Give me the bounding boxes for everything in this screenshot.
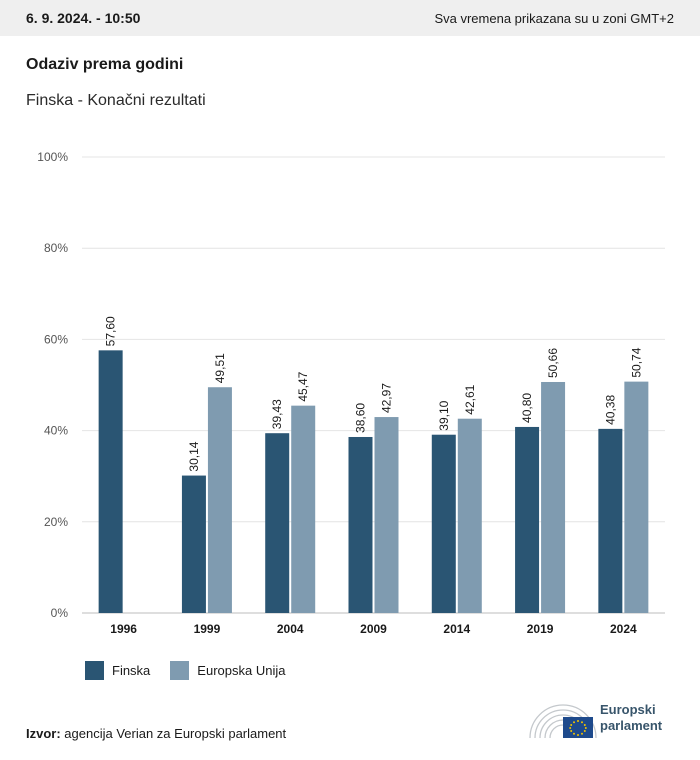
- top-bar: 6. 9. 2024. - 10:50 Sva vremena prikazan…: [0, 0, 700, 36]
- y-tick-label: 80%: [44, 241, 68, 255]
- bar-eu-2019: [541, 381, 566, 613]
- data-label: 57,60: [104, 316, 118, 346]
- source-text: agencija Verian za Europski parlament: [64, 726, 287, 741]
- logo-text: Europski parlament: [600, 702, 662, 734]
- bar-finska-2009: [348, 436, 373, 613]
- data-label: 40,80: [520, 393, 534, 423]
- x-tick-label: 2019: [527, 622, 554, 636]
- y-tick-label: 40%: [44, 424, 68, 438]
- data-label: 30,14: [187, 441, 201, 471]
- data-label: 49,51: [213, 353, 227, 383]
- bar-eu-2024: [624, 381, 649, 613]
- logo-line-1: Europski: [600, 702, 656, 717]
- chart-subtitle: Finska - Konačni rezultati: [26, 92, 206, 109]
- y-tick-label: 60%: [44, 332, 68, 346]
- data-label: 50,66: [546, 348, 560, 378]
- x-tick-label: 2004: [277, 622, 304, 636]
- chart-title: Odaziv prema godini: [26, 56, 184, 73]
- y-tick-label: 100%: [37, 150, 68, 164]
- legend: Finska Europska Unija: [85, 661, 305, 680]
- bar-finska-2019: [515, 426, 540, 613]
- x-tick-label: 2014: [443, 622, 470, 636]
- data-label: 45,47: [296, 371, 310, 401]
- data-label: 42,61: [463, 384, 477, 414]
- timezone-note: Sva vremena prikazana su u zoni GMT+2: [434, 10, 674, 26]
- bar-finska-1999: [181, 475, 206, 613]
- source-label: Izvor:: [26, 726, 61, 741]
- bar-finska-1996: [98, 350, 123, 613]
- data-label: 39,43: [270, 399, 284, 429]
- bar-finska-2004: [265, 433, 290, 613]
- legend-swatch-eu: [170, 661, 190, 680]
- y-tick-label: 0%: [51, 606, 69, 620]
- bar-eu-2009: [374, 417, 399, 613]
- y-tick-label: 20%: [44, 515, 68, 529]
- turnout-bar-chart: 0% 20% 40% 60% 80% 100% 57,60 1996 30,14 49,51 199…: [37, 150, 665, 636]
- x-tick-label: 2024: [610, 622, 637, 636]
- data-label: 39,10: [437, 400, 451, 430]
- parliament-hemicycle-icon: [529, 704, 597, 739]
- legend-item-eu: Europska Unija: [170, 661, 285, 680]
- bar-finska-2024: [598, 428, 623, 613]
- legend-item-finska: Finska: [85, 661, 150, 680]
- x-tick-label: 1999: [194, 622, 221, 636]
- date-time: 6. 9. 2024. - 10:50: [26, 10, 141, 26]
- bar-eu-2004: [291, 405, 316, 613]
- legend-label-eu: Europska Unija: [197, 663, 286, 678]
- x-tick-label: 2009: [360, 622, 387, 636]
- european-parliament-logo: Europski parlament: [528, 700, 678, 742]
- data-label: 38,60: [354, 403, 368, 433]
- legend-label-finska: Finska: [112, 663, 151, 678]
- source-note: Izvor: agencija Verian za Europski parla…: [26, 726, 286, 741]
- logo-line-2: parlament: [600, 718, 663, 733]
- bar-finska-2014: [431, 434, 456, 613]
- legend-swatch-finska: [85, 661, 104, 680]
- data-label: 42,97: [380, 383, 394, 413]
- bar-eu-1999: [207, 387, 232, 613]
- data-label: 40,38: [603, 395, 617, 425]
- bar-eu-2014: [457, 418, 482, 613]
- x-tick-label: 1996: [110, 622, 137, 636]
- data-label: 50,74: [629, 347, 643, 377]
